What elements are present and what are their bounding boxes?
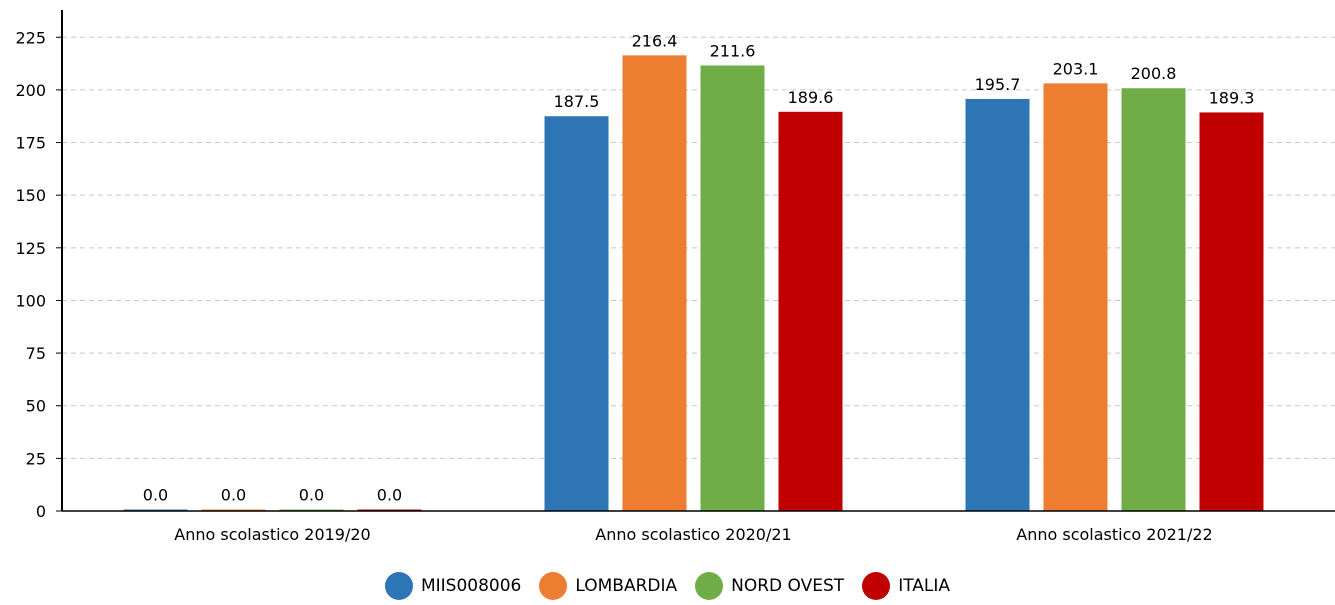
legend-label: MIIS008006 (420, 576, 522, 596)
legend-swatch (695, 572, 724, 600)
bar (778, 111, 843, 512)
x-tick-label: Anno scolastico 2020/21 (595, 525, 791, 544)
legend-label: ITALIA (898, 576, 951, 596)
data-label: 200.8 (1131, 64, 1177, 83)
bar (544, 116, 609, 511)
y-tick-label: 175 (15, 134, 46, 153)
legend-item[interactable]: LOMBARDIA (539, 572, 677, 600)
data-label: 0.0 (377, 486, 402, 505)
legend-item[interactable]: ITALIA (862, 572, 950, 600)
bar (1121, 88, 1186, 511)
legend-item[interactable]: MIIS008006 (384, 572, 522, 600)
data-label: 189.6 (788, 88, 834, 107)
legend-swatch (384, 572, 413, 600)
bar (1043, 83, 1108, 511)
x-tick-label: Anno scolastico 2019/20 (174, 525, 370, 544)
legend: MIIS008006 LOMBARDIA NORD OVEST ITALIA (0, 572, 1335, 600)
y-tick-label: 75 (26, 344, 46, 363)
legend-label: NORD OVEST (731, 576, 845, 596)
y-tick-label: 125 (15, 239, 46, 258)
bar (1199, 112, 1264, 512)
legend-label: LOMBARDIA (575, 576, 678, 596)
data-label: 195.7 (975, 75, 1021, 94)
legend-swatch (862, 572, 891, 600)
data-label: 189.3 (1209, 88, 1255, 107)
data-label: 0.0 (143, 486, 168, 505)
bar (622, 55, 687, 512)
axes: 0 25 50 75 100 125 150 175 200 225 Anno scolastico… (15, 10, 1335, 544)
y-tick-label: 0 (36, 502, 46, 521)
legend-swatch (539, 572, 568, 600)
data-label: 203.1 (1053, 59, 1099, 78)
legend-item[interactable]: NORD OVEST (695, 572, 844, 600)
data-label: 0.0 (299, 486, 324, 505)
y-tick-label: 150 (15, 186, 46, 205)
data-label: 187.5 (554, 92, 600, 111)
bar (965, 98, 1030, 511)
x-tick-label: Anno scolastico 2021/22 (1016, 525, 1212, 544)
data-label: 211.6 (710, 41, 756, 60)
y-tick-label: 50 (26, 397, 46, 416)
bar (700, 65, 765, 512)
data-labels: 0.0 0.0 0.0 0.0 187.5 216.4 211.6 189.6 195.7 203… (143, 31, 1255, 504)
data-label: 0.0 (221, 486, 246, 505)
y-tick-label: 100 (15, 291, 46, 310)
y-tick-label: 225 (15, 28, 46, 47)
data-label: 216.4 (632, 31, 678, 50)
y-tick-label: 200 (15, 81, 46, 100)
bars (123, 55, 1264, 512)
y-tick-label: 25 (26, 449, 46, 468)
